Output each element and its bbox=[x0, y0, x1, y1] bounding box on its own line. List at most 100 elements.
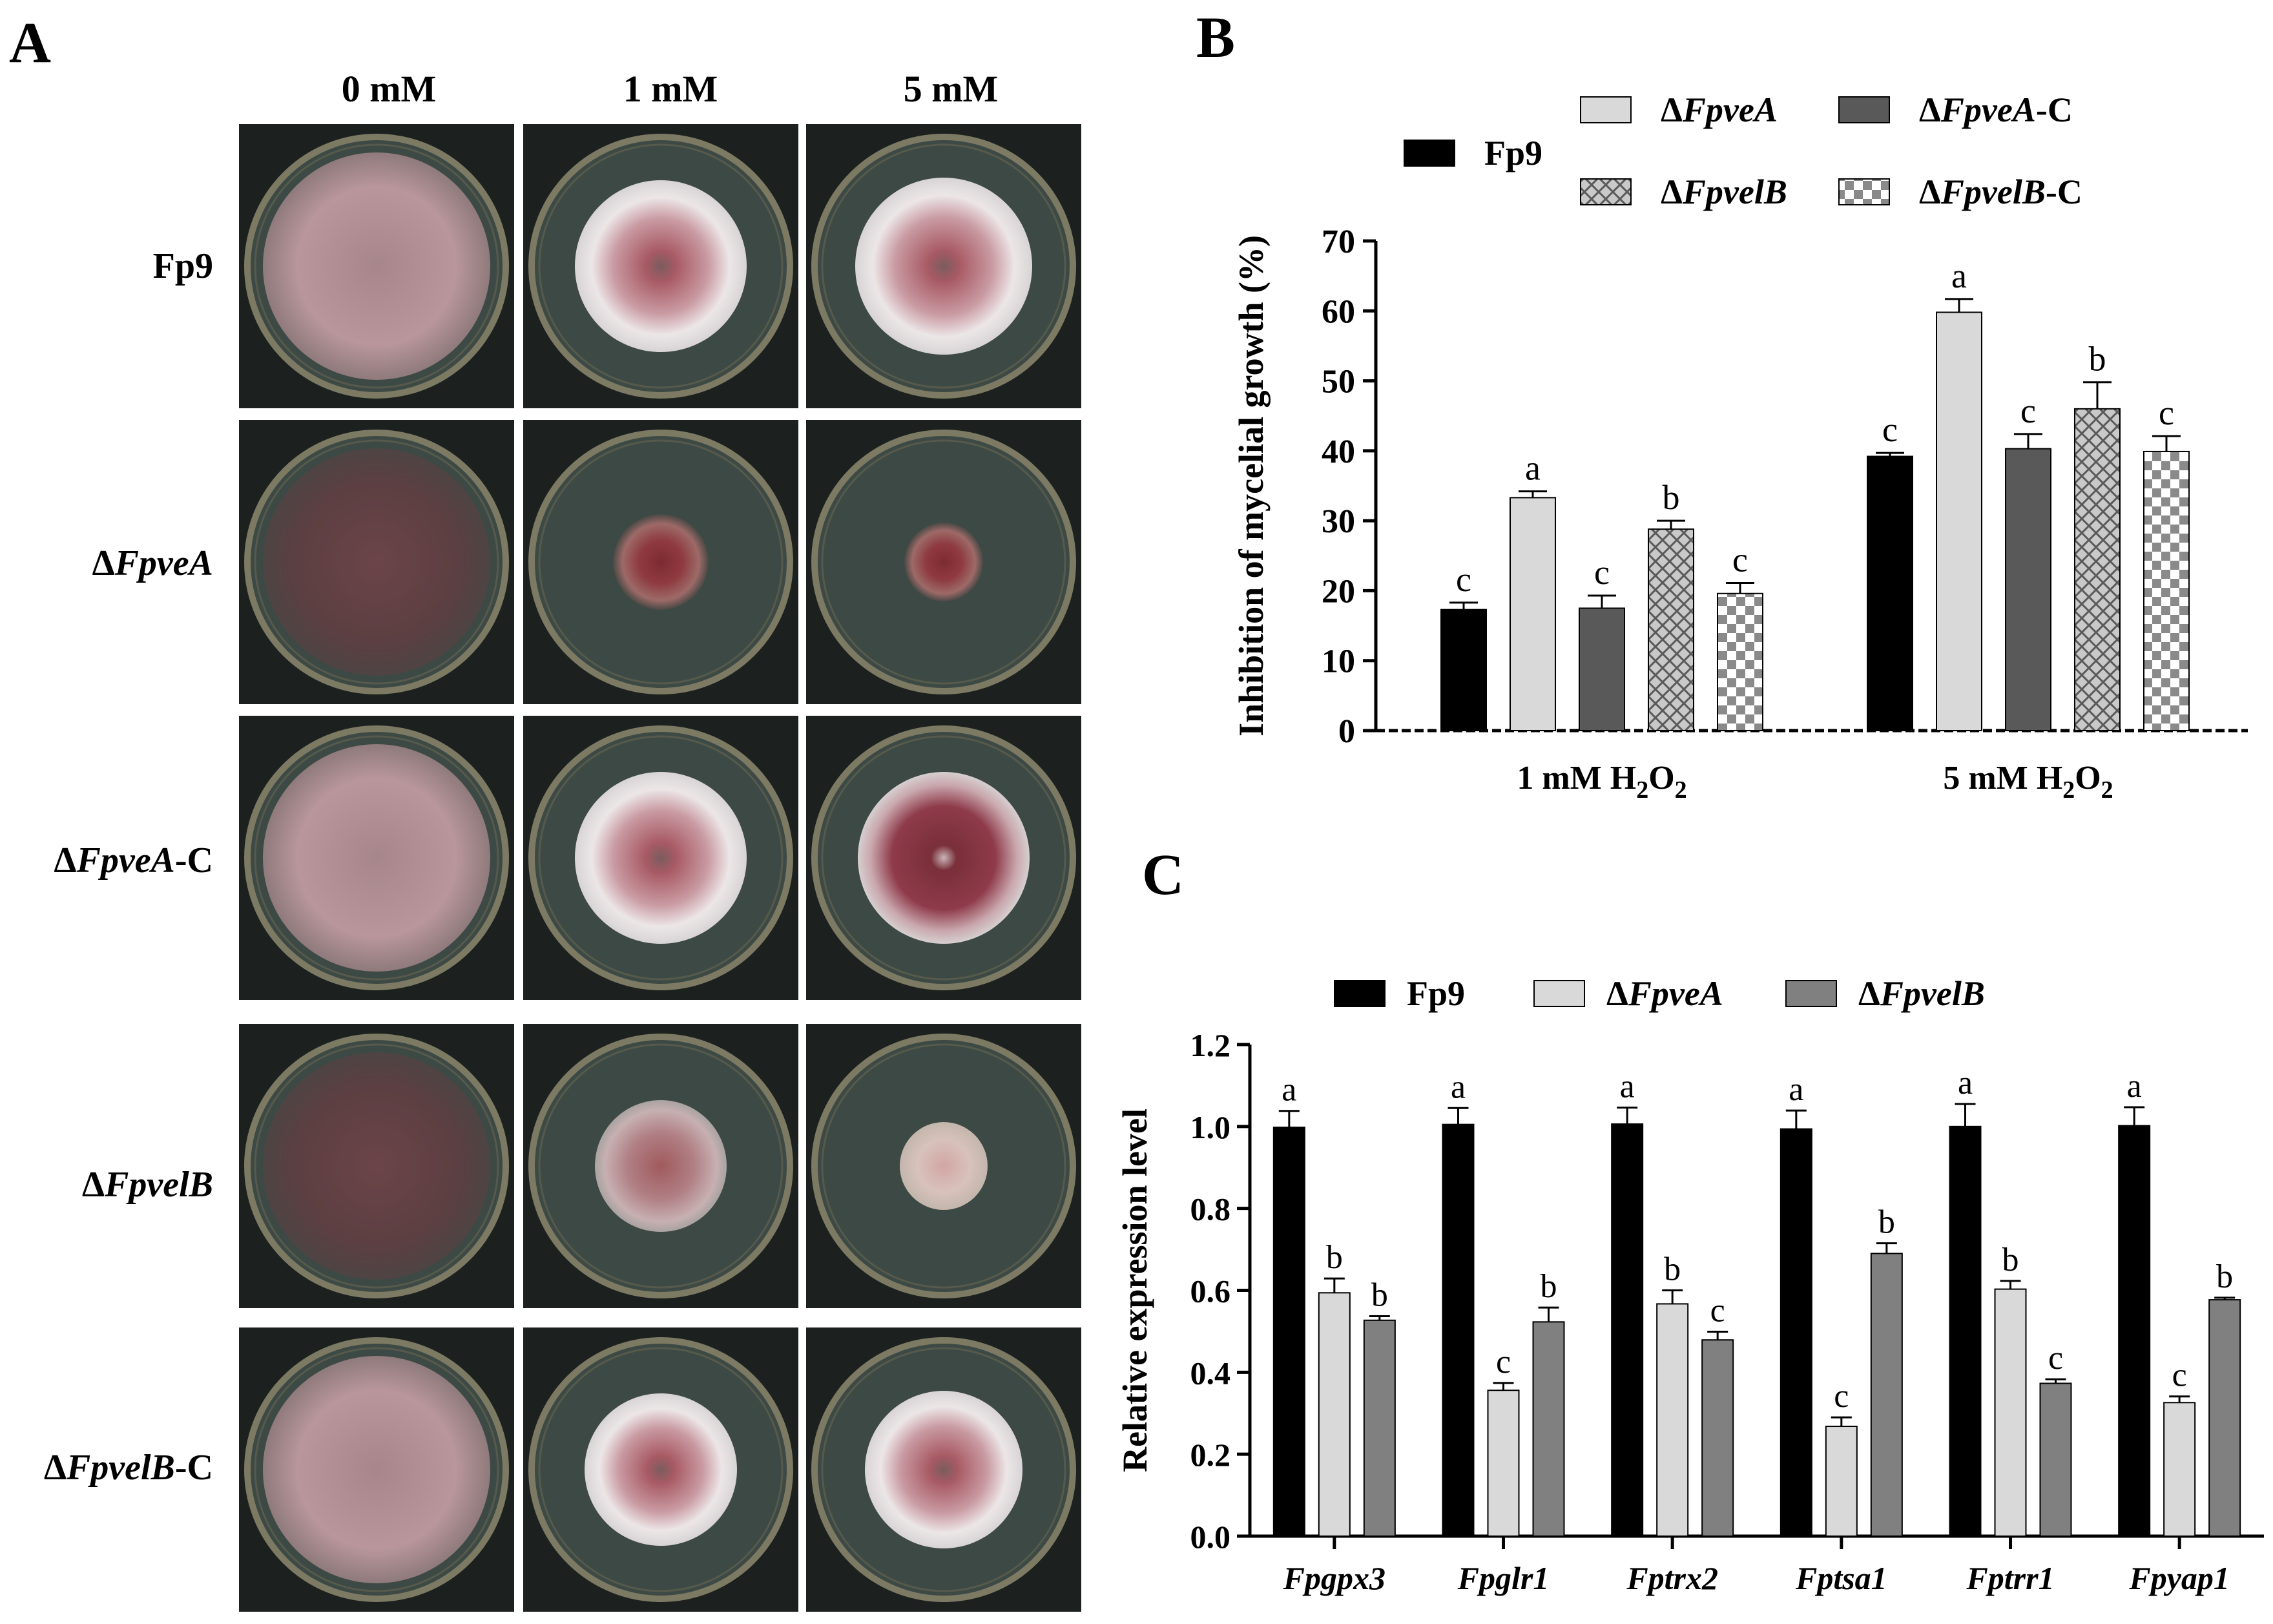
y-tick-label: 60 bbox=[1322, 293, 1355, 330]
legend-swatch bbox=[1838, 96, 1890, 123]
plate-photo bbox=[239, 420, 514, 704]
bar bbox=[1717, 592, 1763, 732]
legend-swatch bbox=[1334, 980, 1386, 1007]
x-category-label: Fptsa1 bbox=[1795, 1560, 1887, 1596]
bar bbox=[1442, 1123, 1475, 1537]
bar bbox=[1994, 1288, 2027, 1537]
legend-swatch bbox=[1580, 178, 1632, 205]
row-label-fpvea-c: ΔFpveA-C bbox=[0, 840, 213, 881]
row-label-fpvelb: ΔFpvelB bbox=[0, 1164, 213, 1205]
y-tick-label: 30 bbox=[1322, 503, 1355, 540]
plate-photo bbox=[806, 420, 1081, 704]
significance-letter: a bbox=[2127, 1068, 2142, 1105]
legend-label: Fp9 bbox=[1407, 974, 1465, 1013]
y-tick-label: 1.2 bbox=[1190, 1027, 1231, 1063]
y-tick-label: 20 bbox=[1322, 573, 1355, 610]
bar bbox=[2039, 1382, 2072, 1537]
significance-letter: a bbox=[1620, 1068, 1635, 1105]
row-label-name: FpvelB bbox=[105, 1165, 213, 1205]
bar bbox=[1579, 607, 1625, 731]
significance-letter: c bbox=[2048, 1340, 2063, 1377]
row-label-prefix: Δ bbox=[43, 1448, 67, 1488]
row-label-suffix: -C bbox=[174, 840, 213, 880]
legend-swatch bbox=[1404, 140, 1455, 167]
x-category-label: Fptrr1 bbox=[1966, 1560, 2054, 1596]
bar bbox=[1532, 1321, 1565, 1537]
significance-letter: b bbox=[2216, 1258, 2233, 1295]
y-tick-label: 1.0 bbox=[1190, 1109, 1231, 1145]
bar bbox=[1510, 497, 1556, 731]
x-category-label: 5 mM H2O2 bbox=[1943, 760, 2113, 804]
legend-swatch bbox=[1533, 980, 1585, 1007]
bar bbox=[1780, 1128, 1812, 1537]
panel-letter-b: B bbox=[1196, 6, 1236, 70]
significance-letter: a bbox=[1789, 1071, 1803, 1108]
bar bbox=[1272, 1127, 1305, 1537]
y-tick-label: 0.2 bbox=[1190, 1437, 1231, 1473]
plate-photo bbox=[523, 1024, 798, 1308]
significance-letter: c bbox=[1496, 1344, 1511, 1380]
y-tick-label: 0.8 bbox=[1190, 1191, 1231, 1227]
significance-letter: a bbox=[1282, 1072, 1296, 1109]
significance-letter: b bbox=[1371, 1276, 1388, 1313]
plate-photo bbox=[239, 1327, 514, 1612]
significance-letter: b bbox=[1663, 478, 1680, 517]
bar bbox=[1611, 1123, 1644, 1537]
legend-label: ΔFpveA-C bbox=[1919, 90, 2073, 129]
plate-photo bbox=[523, 420, 798, 704]
plate-photo bbox=[806, 1327, 1081, 1612]
y-tick-label: 70 bbox=[1322, 224, 1355, 260]
bar bbox=[2118, 1125, 2151, 1537]
significance-letter: c bbox=[1882, 410, 1898, 449]
significance-letter: b bbox=[1878, 1204, 1895, 1241]
significance-letter: b bbox=[2089, 340, 2106, 379]
plate-photo bbox=[239, 1024, 514, 1308]
y-tick-label: 0.4 bbox=[1190, 1355, 1231, 1391]
y-tick-label: 0 bbox=[1338, 713, 1355, 750]
row-label-suffix: -C bbox=[174, 1448, 213, 1488]
y-tick-label: 10 bbox=[1322, 643, 1355, 680]
plate-photo bbox=[239, 716, 514, 1000]
significance-letter: a bbox=[1451, 1068, 1466, 1105]
significance-letter: c bbox=[1594, 553, 1610, 592]
bar bbox=[1949, 1125, 1982, 1537]
legend-swatch bbox=[1580, 96, 1632, 123]
bar bbox=[1701, 1339, 1734, 1537]
column-header-0mm: 0 mM bbox=[341, 68, 437, 110]
panel-letter-c: C bbox=[1142, 843, 1184, 907]
significance-letter: b bbox=[1664, 1251, 1681, 1288]
significance-letter: a bbox=[1951, 256, 1967, 295]
legend-swatch bbox=[1785, 980, 1837, 1007]
significance-letter: b bbox=[1541, 1268, 1557, 1305]
bar bbox=[1648, 528, 1694, 731]
bar bbox=[1870, 1253, 1903, 1537]
legend-label: Fp9 bbox=[1484, 134, 1542, 172]
row-label-name: FpveA bbox=[114, 543, 213, 583]
row-label-name: FpveA bbox=[76, 840, 175, 880]
x-category-label: Fpglr1 bbox=[1457, 1560, 1550, 1596]
legend-label: ΔFpveA bbox=[1661, 90, 1778, 129]
bar bbox=[1867, 455, 1913, 732]
column-header-5mm: 5 mM bbox=[903, 68, 999, 110]
legend-label: ΔFpveA bbox=[1606, 974, 1723, 1013]
row-label-prefix: Δ bbox=[54, 840, 77, 880]
plate-photo bbox=[523, 124, 798, 408]
bar bbox=[1440, 609, 1487, 731]
x-category-label: Fptrx2 bbox=[1626, 1560, 1718, 1596]
plate-photo bbox=[806, 716, 1081, 1000]
significance-letter: c bbox=[2020, 391, 2036, 430]
bar bbox=[1656, 1303, 1689, 1537]
significance-letter: c bbox=[1834, 1378, 1849, 1415]
plate-photo bbox=[239, 124, 514, 408]
row-label-prefix: Δ bbox=[92, 543, 115, 583]
chart-b-inhibition: 0 10 20 30 40 50 60 70 Inhibition of mycelial gr… bbox=[1232, 90, 2248, 804]
panel-letter-a: A bbox=[9, 11, 51, 75]
significance-letter: c bbox=[2172, 1357, 2187, 1394]
significance-letter: c bbox=[1710, 1293, 1725, 1329]
y-axis-label: Relative expression level bbox=[1116, 1109, 1154, 1472]
bar bbox=[1936, 311, 1982, 731]
legend-swatch bbox=[1838, 178, 1890, 205]
row-label-fpvea: ΔFpveA bbox=[0, 543, 213, 584]
y-tick-label: 40 bbox=[1322, 433, 1355, 470]
bar bbox=[1825, 1426, 1858, 1537]
